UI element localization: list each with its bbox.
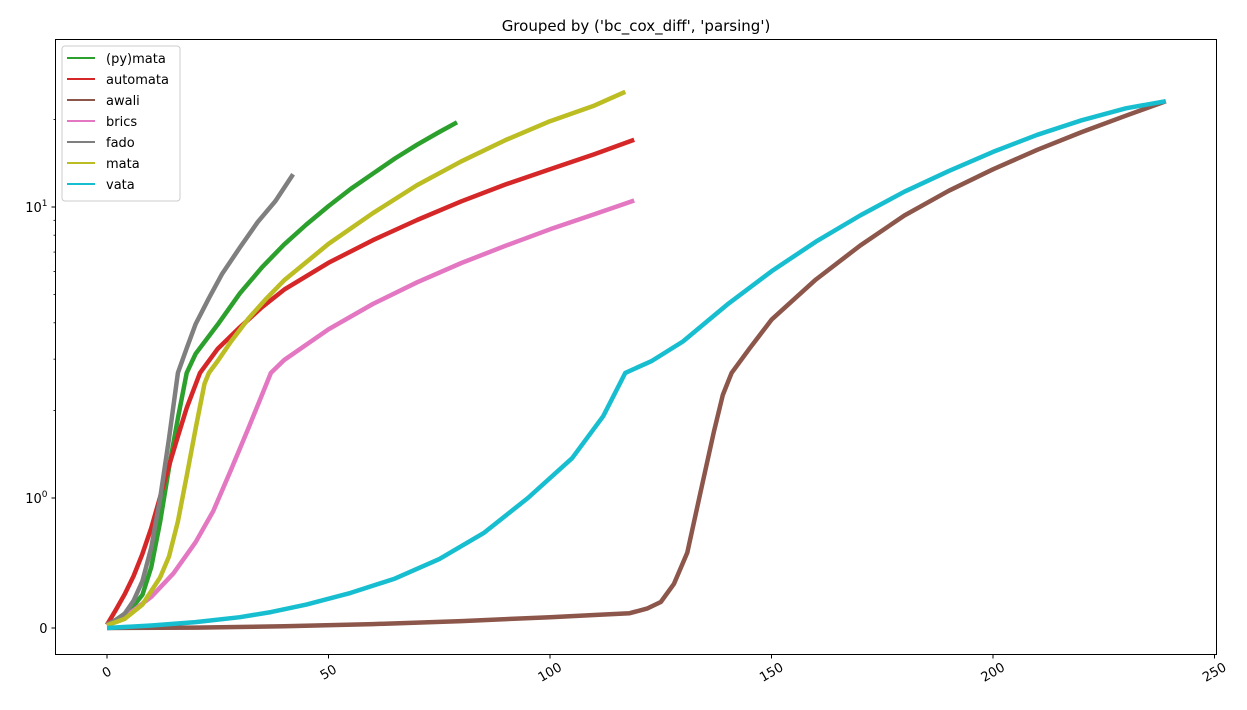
series-line-automata [105,137,635,626]
x-tick-label: 250 [1200,660,1229,685]
legend-label: fado [106,136,135,151]
legend-label: (py)mata [106,52,166,67]
series-line-awali [106,99,1167,631]
series-line-brics [105,198,635,628]
chart-title: Grouped by ('bc_cox_diff', 'parsing') [502,17,771,36]
plot-frame [55,39,1217,655]
legend-label: mata [106,157,140,172]
legend: (py)mata automata awali brics fado mata vata [61,45,181,202]
x-tick-label: 150 [757,660,786,685]
legend-label: automata [106,73,169,88]
y-tick-label: 101 [25,199,47,216]
x-tick-label: 200 [979,660,1008,685]
x-tick-label: 0 [100,664,115,681]
x-tick-label: 50 [318,662,340,683]
series-line-vata [106,98,1167,631]
y-tick-label: 0 [39,622,47,637]
legend-label: vata [106,178,135,193]
y-tick-label: 100 [25,490,48,507]
series-layer [105,89,1167,631]
x-axis: 0 50 100 150 200 250 [100,654,1229,686]
x-tick-label: 100 [536,660,565,685]
series-line-mata [106,89,627,628]
legend-label: brics [106,115,137,130]
series-line-fado [106,172,295,627]
legend-label: awali [106,94,140,109]
series-line-py-mata [105,120,459,627]
y-axis: 0 100 101 [25,119,56,637]
